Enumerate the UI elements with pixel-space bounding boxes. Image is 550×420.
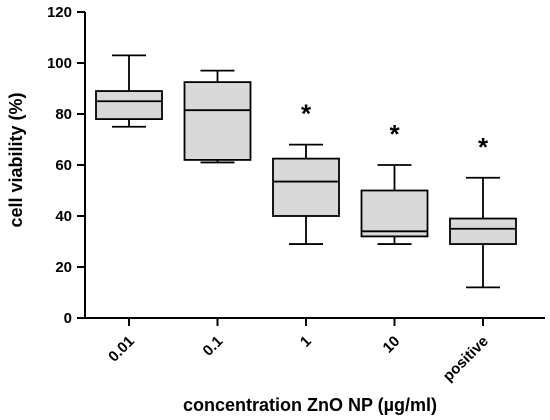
box-positive: *	[449, 132, 517, 289]
iqr-box	[183, 81, 252, 161]
y-tick-label: 20	[55, 259, 72, 276]
y-tick-label: 0	[64, 310, 72, 327]
box-series: * * *	[95, 54, 517, 289]
x-axis: 0.01 0.1 1 10 positive	[85, 317, 545, 385]
iqr-box	[272, 157, 340, 217]
x-tick-label: 0.01	[105, 333, 138, 366]
y-axis-title: cell viability (%)	[6, 92, 26, 227]
box-0-1	[183, 69, 252, 164]
x-tick-label: 10	[380, 333, 404, 357]
y-axis: 0 20 40 60 80 100 120	[47, 4, 86, 327]
iqr-box	[360, 189, 429, 238]
y-tick-label: 80	[55, 106, 72, 123]
x-tick-label: 1	[297, 333, 315, 351]
box-0-01	[95, 54, 163, 128]
y-tick-label: 40	[55, 208, 72, 225]
significance-marker: *	[478, 132, 489, 162]
y-tick-label: 100	[47, 55, 72, 72]
y-tick-label: 120	[47, 4, 72, 21]
iqr-box	[449, 217, 517, 245]
box-10: *	[360, 119, 429, 245]
iqr-box	[95, 90, 163, 121]
x-tick-label: 0.1	[200, 333, 227, 360]
significance-marker: *	[389, 119, 400, 149]
x-tick-label: positive	[440, 333, 492, 385]
x-axis-title: concentration ZnO NP (µg/ml)	[183, 395, 437, 415]
significance-marker: *	[301, 99, 312, 129]
y-tick-label: 60	[55, 157, 72, 174]
box-1: *	[272, 99, 340, 245]
